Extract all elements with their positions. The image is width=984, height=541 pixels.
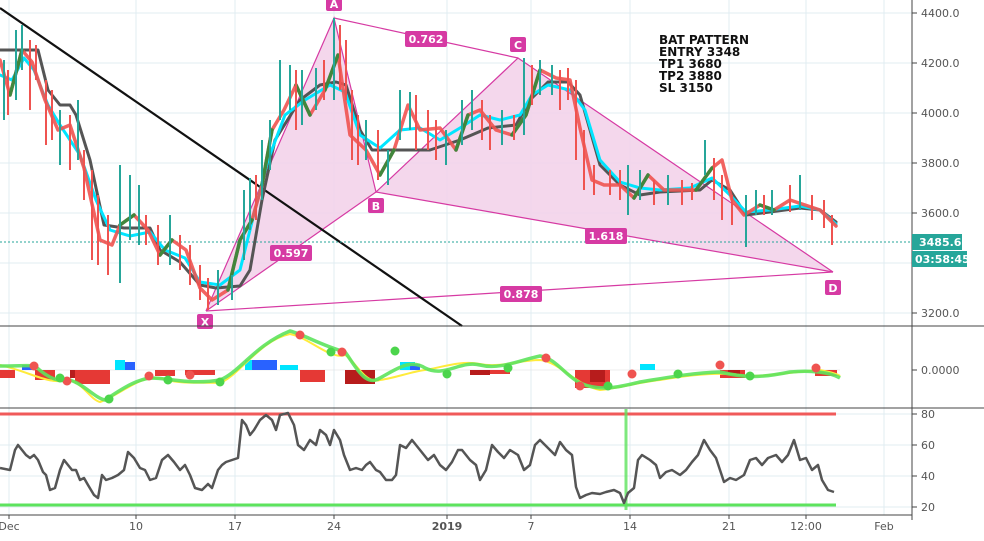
rsi-tick-20: 20 — [921, 501, 935, 514]
point-a-label: A — [330, 0, 339, 11]
time-axis[interactable]: Dec 10 17 24 2019 7 14 21 12:00 Feb — [0, 520, 894, 533]
bat-pattern-note[interactable]: BAT PATTERN ENTRY 3348 TP1 3680 TP2 3880… — [659, 34, 749, 94]
price-tick-4400: 4400.0 — [921, 7, 960, 20]
time-tick-17: 17 — [228, 520, 242, 533]
rsi-panel[interactable] — [0, 409, 836, 510]
last-price-tag: 3485.6 03:58:45 — [912, 234, 970, 267]
time-tick-21: 21 — [722, 520, 736, 533]
point-d-label: D — [828, 282, 837, 295]
downtrend-line[interactable] — [0, 7, 463, 327]
point-x-label: X — [201, 316, 210, 329]
price-tick-4000: 4000.0 — [921, 107, 960, 120]
note-tp2: TP2 3880 — [659, 69, 722, 83]
price-tick-3600: 3600.0 — [921, 207, 960, 220]
ratio-ac-label: 0.762 — [409, 33, 444, 46]
time-tick-dec: Dec — [0, 520, 20, 533]
candlesticks[interactable] — [3, 18, 833, 310]
note-entry: ENTRY 3348 — [659, 45, 741, 59]
ratio-bd-label: 1.618 — [589, 230, 624, 243]
time-tick-10: 10 — [129, 520, 143, 533]
bar-countdown: 03:58:45 — [915, 253, 970, 266]
note-tp1: TP1 3680 — [659, 57, 722, 71]
pattern-point-labels — [197, 0, 841, 329]
price-tick-4200: 4200.0 — [921, 57, 960, 70]
macd-panel[interactable] — [0, 329, 841, 404]
time-tick-feb: Feb — [874, 520, 893, 533]
rsi-tick-40: 40 — [921, 470, 935, 483]
time-tick-7: 7 — [528, 520, 535, 533]
time-tick-2019: 2019 — [432, 520, 463, 533]
price-tick-3200: 3200.0 — [921, 307, 960, 320]
last-price-value: 3485.6 — [919, 236, 962, 249]
price-tick-3800: 3800.0 — [921, 157, 960, 170]
point-c-label: C — [514, 39, 522, 52]
time-tick-14: 14 — [623, 520, 637, 533]
ratio-xd-label: 0.878 — [504, 288, 539, 301]
macd-tick-zero: 0.0000 — [921, 364, 960, 377]
rsi-tick-80: 80 — [921, 408, 935, 421]
rsi-tick-60: 60 — [921, 439, 935, 452]
point-b-label: B — [372, 200, 380, 213]
note-title: BAT PATTERN — [659, 33, 750, 47]
time-tick-24: 24 — [327, 520, 341, 533]
time-tick-1200: 12:00 — [790, 520, 822, 533]
ratio-xb-label: 0.597 — [274, 247, 309, 260]
note-sl: SL 3150 — [659, 81, 713, 95]
